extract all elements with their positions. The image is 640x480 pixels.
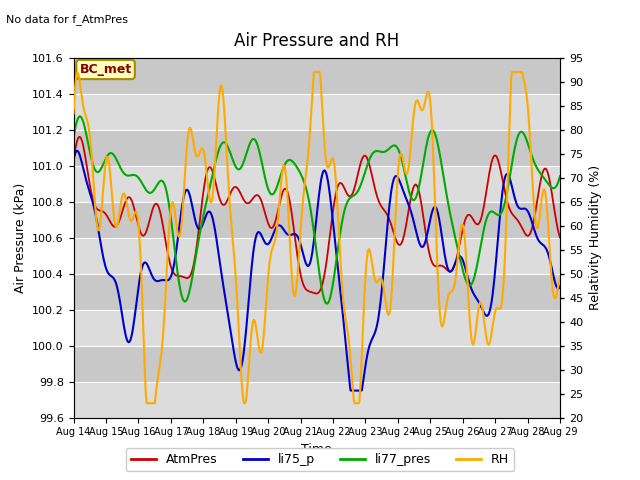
Bar <box>74 382 560 418</box>
Bar <box>74 202 560 238</box>
Y-axis label: Air Pressure (kPa): Air Pressure (kPa) <box>13 182 27 293</box>
Bar <box>74 130 560 166</box>
Text: No data for f_AtmPres: No data for f_AtmPres <box>6 14 129 25</box>
Title: Air Pressure and RH: Air Pressure and RH <box>234 33 399 50</box>
Bar <box>74 274 560 310</box>
Bar <box>74 238 560 274</box>
Y-axis label: Relativity Humidity (%): Relativity Humidity (%) <box>589 165 602 310</box>
Bar <box>74 310 560 346</box>
Bar <box>74 346 560 382</box>
Bar <box>74 94 560 130</box>
Bar <box>74 166 560 202</box>
Text: BC_met: BC_met <box>79 63 132 76</box>
X-axis label: Time: Time <box>301 443 332 456</box>
Legend: AtmPres, li75_p, li77_pres, RH: AtmPres, li75_p, li77_pres, RH <box>126 448 514 471</box>
Bar <box>74 58 560 94</box>
